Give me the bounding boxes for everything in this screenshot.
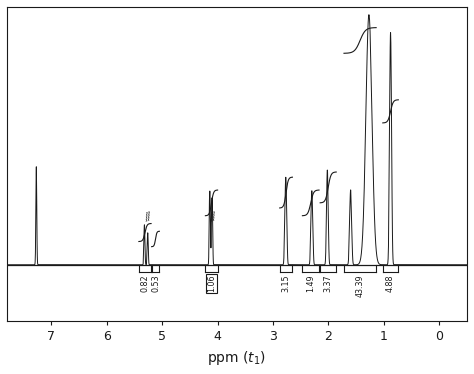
Text: 3.15: 3.15	[282, 275, 291, 292]
Text: //: //	[144, 211, 153, 223]
Text: 1.49: 1.49	[306, 275, 315, 292]
Text: 1.06: 1.06	[207, 275, 216, 292]
Text: 4.88: 4.88	[386, 275, 395, 292]
Text: 3.37: 3.37	[324, 275, 333, 292]
Text: //: //	[209, 211, 218, 223]
Text: 43.39: 43.39	[356, 275, 365, 297]
Text: 0.53: 0.53	[151, 275, 160, 292]
X-axis label: ppm ($t_1$): ppm ($t_1$)	[208, 349, 266, 367]
Text: 0.82: 0.82	[140, 275, 149, 292]
